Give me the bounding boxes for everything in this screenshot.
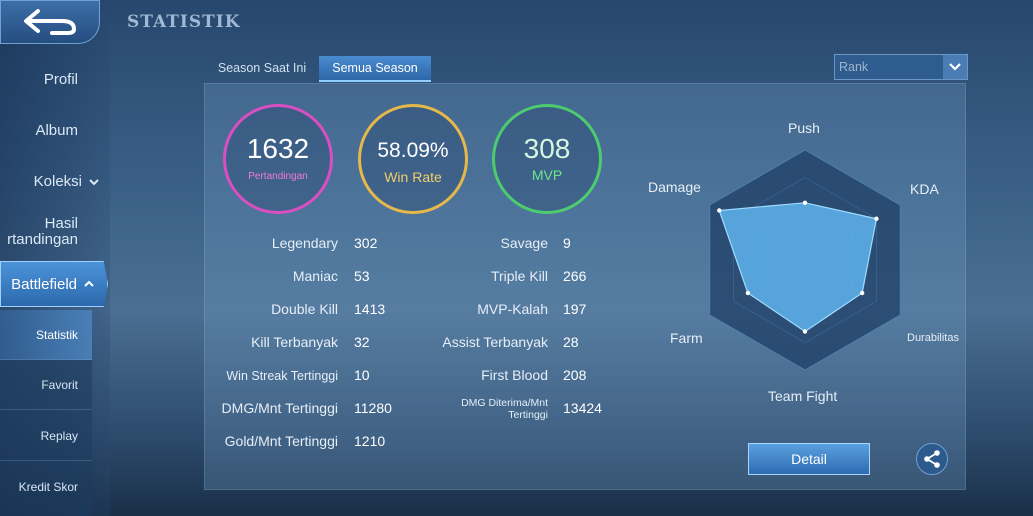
stat-value: 1210: [354, 433, 386, 449]
stat-value: 32: [354, 334, 370, 350]
sidebar-item-label: Battlefield: [11, 275, 77, 293]
stat-value: 13424: [563, 400, 602, 416]
chevron-down-icon: [943, 55, 967, 79]
chevron-up-icon: [84, 280, 94, 287]
sidebar-item-battlefield[interactable]: Battlefield: [0, 261, 108, 307]
stat-label: Maniac: [292, 268, 338, 284]
submenu-item-kredit-skor[interactable]: Kredit Skor: [0, 462, 92, 512]
radar-label-kda: KDA: [910, 181, 939, 197]
sidebar-item-album[interactable]: Album: [0, 122, 108, 139]
back-button[interactable]: [0, 0, 100, 44]
radar-point-team-fight: [802, 329, 808, 334]
stat-value: 53: [354, 268, 370, 284]
chevron-down-icon: [89, 178, 99, 185]
submenu-item-favorit[interactable]: Favorit: [0, 360, 92, 410]
sidebar-item-label: rtandingan: [7, 231, 78, 248]
mvp-label: MVP: [531, 167, 563, 183]
stat-label: DMG/Mnt Tertinggi: [221, 400, 338, 416]
stat-label: Savage: [500, 235, 548, 251]
win-rate-label: Win Rate: [384, 169, 442, 185]
share-button[interactable]: [916, 443, 948, 475]
back-arrow-icon: [24, 9, 76, 35]
stat-value: 9: [563, 235, 571, 251]
stat-value: 302: [354, 235, 378, 251]
sidebar-item-label: Profil: [43, 71, 78, 88]
stat-label: Assist Terbanyak: [442, 334, 548, 350]
stat-value: 266: [563, 268, 587, 284]
stat-label: Kill Terbanyak: [251, 334, 338, 350]
detail-button[interactable]: Detail: [748, 443, 870, 475]
stat-label: Double Kill: [271, 301, 338, 317]
stat-label: Gold/Mnt Tertinggi: [224, 433, 338, 449]
rank-dropdown-value: Rank: [839, 60, 869, 74]
matches-value: 1632: [246, 133, 310, 164]
stat-value: 208: [563, 367, 587, 383]
radar-label-durabilitas: Durabilitas: [907, 332, 959, 344]
stat-value: 11280: [354, 400, 392, 416]
stat-value: 1413: [354, 301, 386, 317]
stat-label: DMG Diterima/Mnt Tertinggi: [390, 397, 548, 421]
submenu-item-label: Statistik: [35, 327, 78, 342]
sidebar-item-hasil-pertandingan[interactable]: Hasil rtandingan: [0, 216, 78, 248]
submenu-item-label: Replay: [40, 428, 78, 443]
mvp-ring: 308 MVP: [492, 104, 602, 214]
radar-label-team-fight: Team Fight: [768, 388, 838, 404]
matches-label: Pertandingan: [248, 171, 308, 182]
stat-label: MVP-Kalah: [477, 301, 548, 317]
stat-label-line: DMG Diterima/Mnt: [461, 397, 548, 409]
tab-label: Season Saat Ini: [217, 61, 307, 75]
sidebar-item-koleksi[interactable]: Koleksi: [0, 173, 100, 190]
detail-button-label: Detail: [791, 451, 827, 467]
sidebar-item-label: Hasil: [44, 215, 78, 232]
win-rate-ring: 58.09% Win Rate: [358, 104, 468, 214]
share-icon: [924, 450, 940, 468]
stat-label: Win Streak Tertinggi: [226, 369, 338, 383]
page-title: STATISTIK: [127, 12, 241, 32]
radar-point-kda: [874, 216, 879, 221]
radar-point-durabilitas: [859, 290, 865, 296]
rank-dropdown[interactable]: Rank: [834, 54, 968, 80]
radar-label-push: Push: [788, 120, 820, 136]
submenu-item-label: Favorit: [41, 377, 78, 392]
tab-semua-season[interactable]: Semua Season: [319, 56, 431, 82]
radar-point-damage: [717, 208, 722, 213]
stat-value: 197: [563, 301, 587, 317]
sidebar-item-label: Koleksi: [33, 173, 82, 190]
radar-label-damage: Damage: [648, 179, 701, 195]
stat-label: First Blood: [481, 367, 548, 383]
matches-ring: 1632 Pertandingan: [223, 104, 333, 214]
stat-value: 28: [563, 334, 579, 350]
stat-label: Legendary: [271, 235, 338, 251]
radar-label-farm: Farm: [670, 330, 703, 346]
tab-label: Semua Season: [332, 61, 418, 75]
radar-point-push: [802, 200, 808, 205]
radar-point-farm: [745, 290, 751, 296]
tab-season-saat-ini[interactable]: Season Saat Ini: [207, 56, 317, 80]
submenu-item-statistik[interactable]: Statistik: [0, 310, 92, 360]
sidebar-item-profil[interactable]: Profil: [0, 71, 108, 88]
mvp-value: 308: [523, 133, 571, 164]
sidebar-item-label: Album: [35, 122, 78, 139]
submenu-item-replay[interactable]: Replay: [0, 411, 92, 461]
submenu-item-label: Kredit Skor: [18, 480, 78, 494]
win-rate-value: 58.09%: [377, 139, 449, 162]
stat-value: 10: [354, 367, 370, 383]
stat-label: Triple Kill: [490, 268, 548, 284]
stat-label-line: Tertinggi: [508, 409, 548, 421]
